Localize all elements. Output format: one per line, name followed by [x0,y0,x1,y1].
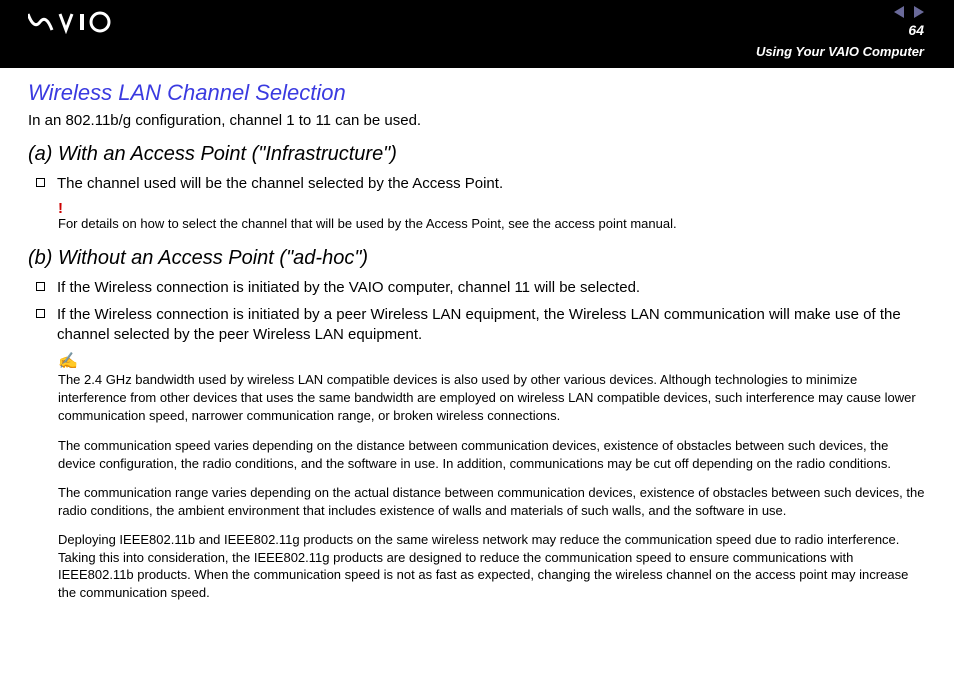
page-number: 64 [908,22,924,38]
warning-note: ! For details on how to select the chann… [58,200,926,233]
header-bar: 64 Using Your VAIO Computer [0,0,954,68]
page-title: Wireless LAN Channel Selection [28,80,926,106]
note-paragraph: Deploying IEEE802.11b and IEEE802.11g pr… [58,531,926,601]
bullet-text: If the Wireless connection is initiated … [57,278,640,298]
prev-page-arrow-icon[interactable] [894,6,904,18]
pencil-icon: ✍ [58,351,926,371]
vaio-logo [28,10,118,41]
bullet-text: The channel used will be the channel sel… [57,174,503,194]
bullet-text: If the Wireless connection is initiated … [57,305,926,346]
note-paragraph: The communication range varies depending… [58,484,926,519]
vaio-logo-svg [28,10,118,34]
nav-arrows [894,6,924,18]
page-content: Wireless LAN Channel Selection In an 802… [0,68,954,601]
bullet-square-icon [36,309,45,318]
note-paragraph: The communication speed varies depending… [58,437,926,472]
tip-text: The 2.4 GHz bandwidth used by wireless L… [58,372,916,423]
bullet-square-icon [36,178,45,187]
next-page-arrow-icon[interactable] [914,6,924,18]
section-a-heading: (a) With an Access Point ("Infrastructur… [28,143,926,166]
warning-text: For details on how to select the channel… [58,216,677,231]
bullet-square-icon [36,282,45,291]
section-b-heading: (b) Without an Access Point ("ad-hoc") [28,247,926,270]
warning-icon: ! [58,200,926,217]
bullet-item: If the Wireless connection is initiated … [28,305,926,346]
tip-note: ✍ The 2.4 GHz bandwidth used by wireless… [58,351,926,425]
section-path: Using Your VAIO Computer [756,44,924,59]
bullet-item: If the Wireless connection is initiated … [28,278,926,298]
bullet-item: The channel used will be the channel sel… [28,174,926,194]
intro-text: In an 802.11b/g configuration, channel 1… [28,112,926,129]
